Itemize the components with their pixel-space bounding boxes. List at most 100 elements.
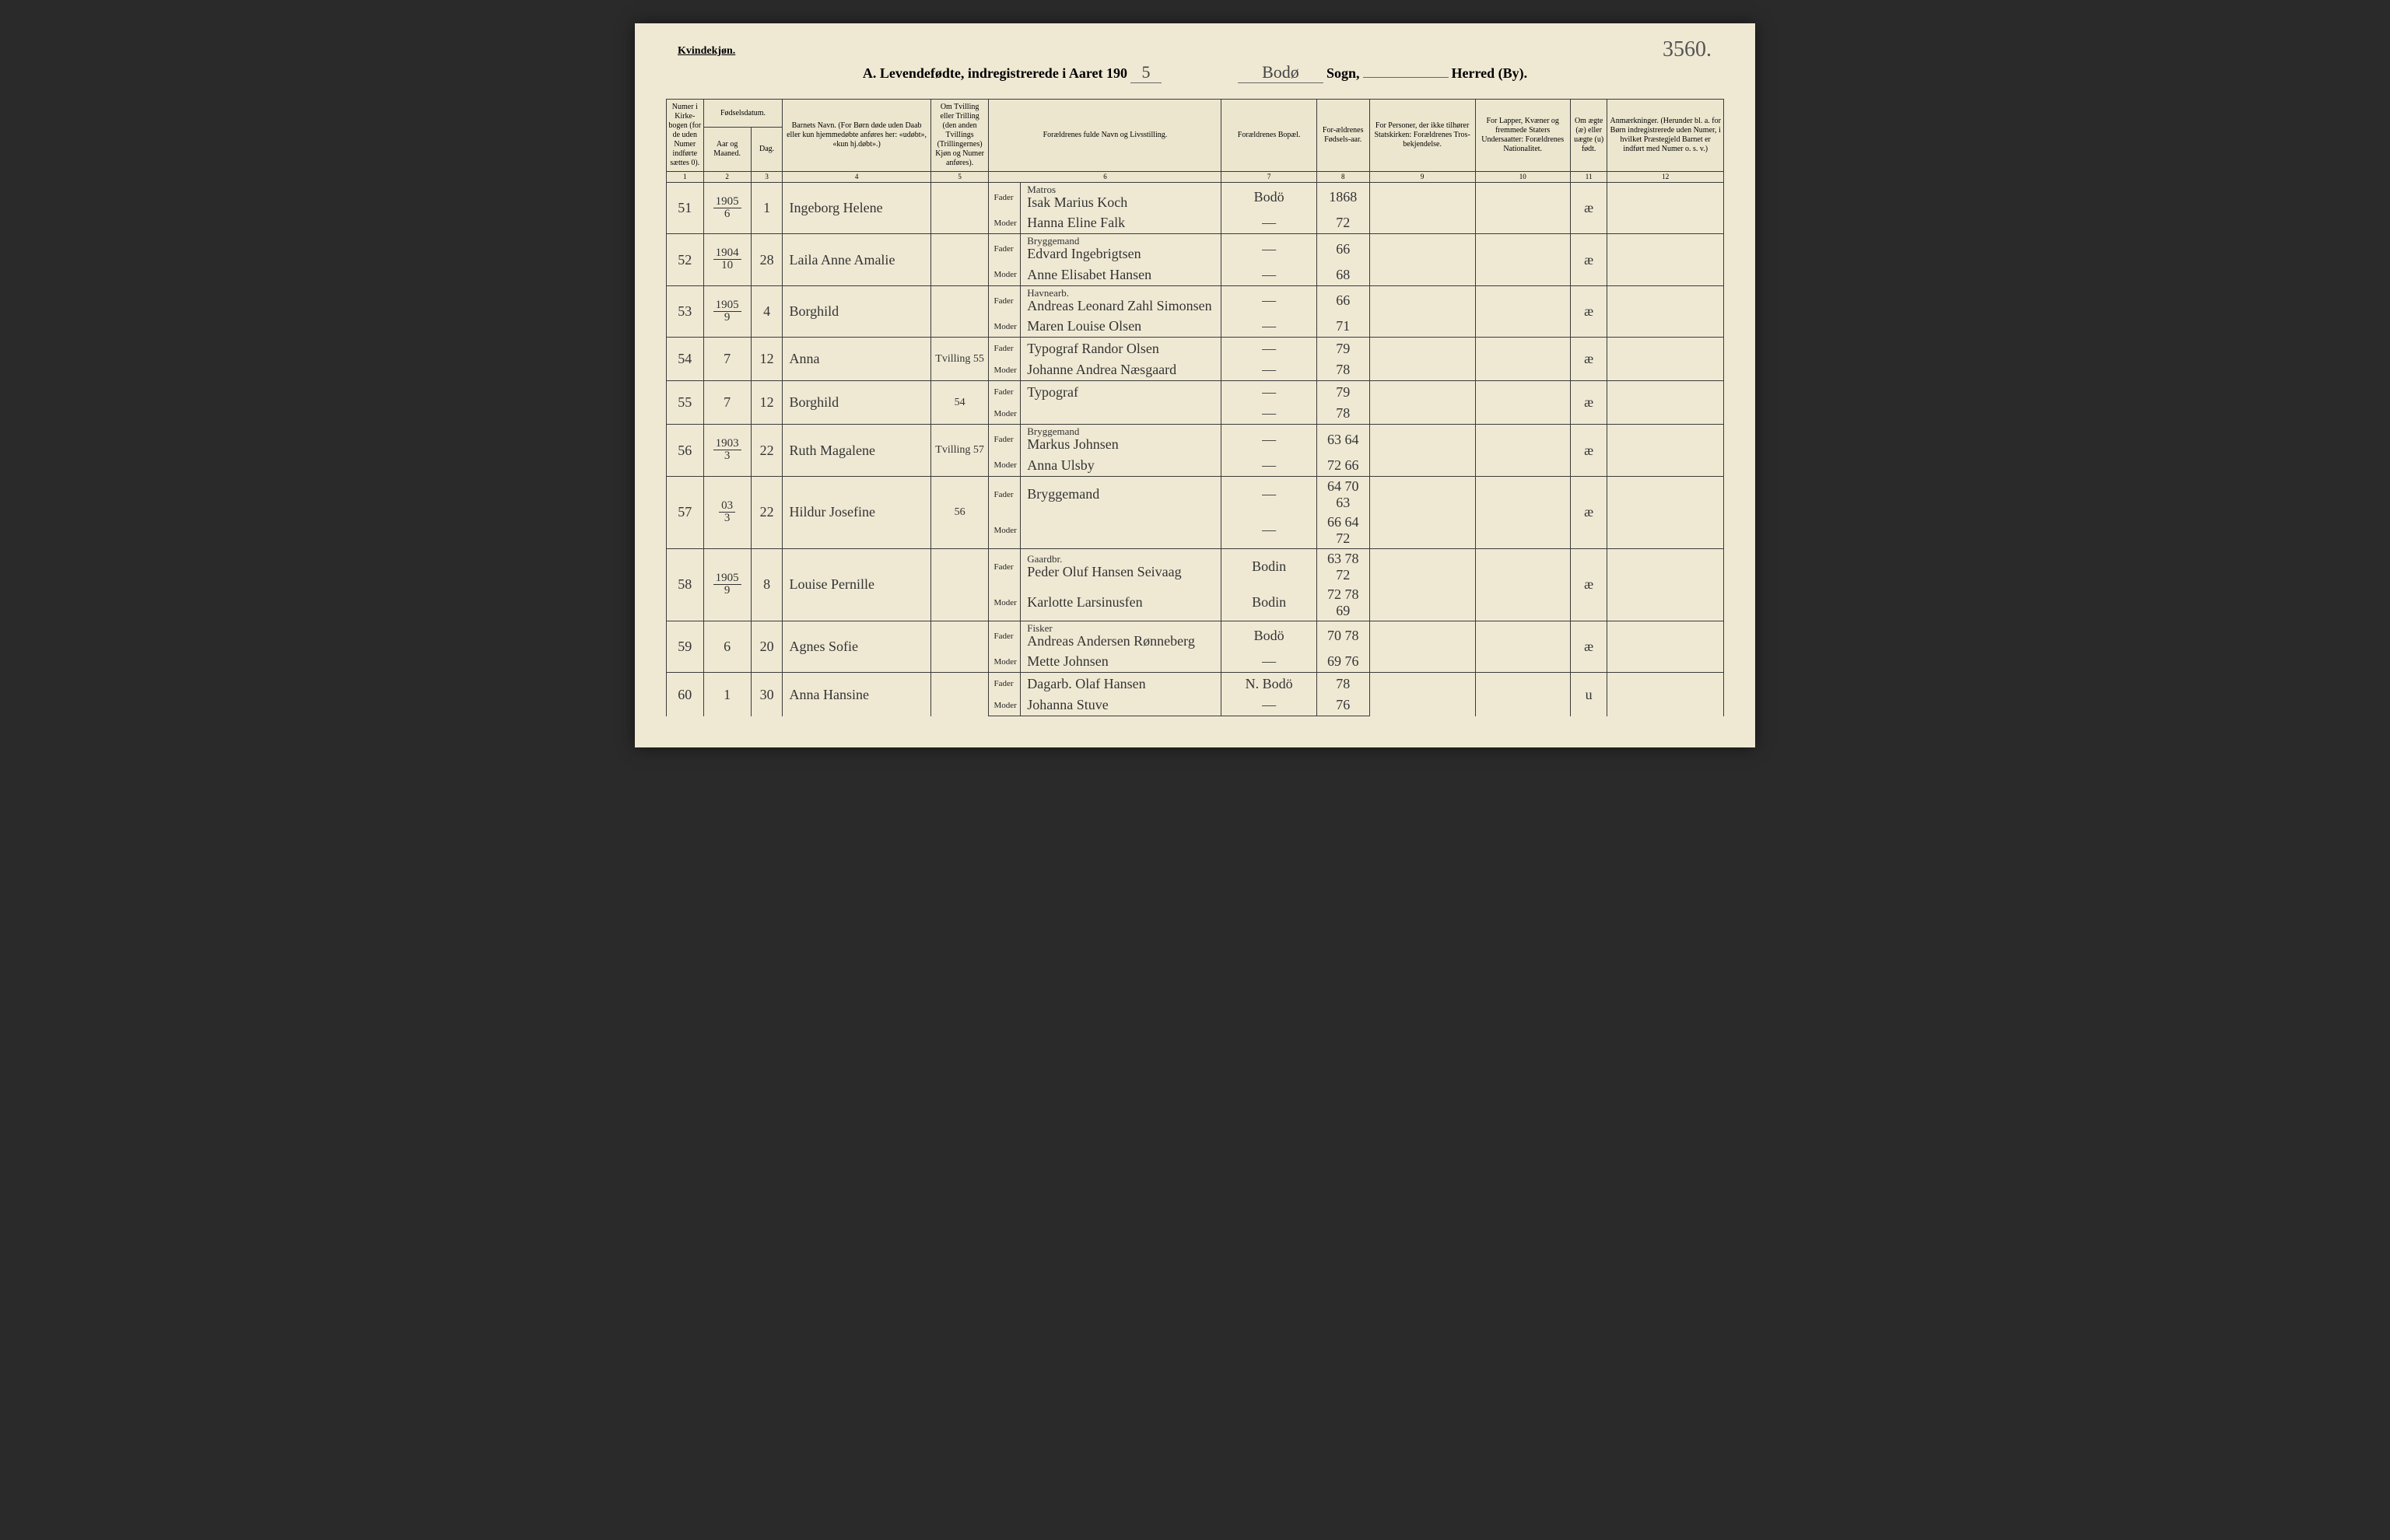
hdr-12: Anmærkninger. (Herunder bl. a. for Børn … bbox=[1607, 100, 1724, 172]
entry-number: 56 bbox=[667, 425, 704, 477]
moder-label: Moder bbox=[989, 454, 1021, 476]
twin-note: 56 bbox=[930, 476, 989, 548]
gender-label: Kvindekjøn. bbox=[678, 45, 735, 58]
herred-label: Herred (By). bbox=[1452, 65, 1528, 82]
table-row: 51190561Ingeborg HeleneFaderMatrosIsak M… bbox=[667, 182, 1724, 212]
table-row: 5219041028Laila Anne AmalieFaderBryggema… bbox=[667, 234, 1724, 264]
birthyear-m: 68 bbox=[1316, 264, 1369, 285]
hdr-2: Aar og Maaned. bbox=[703, 128, 751, 172]
table-row: 53190594BorghildFaderHavnearb.Andreas Le… bbox=[667, 285, 1724, 316]
moder-label: Moder bbox=[989, 212, 1021, 234]
religion bbox=[1369, 381, 1475, 425]
legitimacy: æ bbox=[1570, 548, 1607, 621]
father-name: Bryggemand bbox=[1021, 476, 1221, 513]
remarks bbox=[1607, 548, 1724, 621]
day: 30 bbox=[751, 673, 783, 716]
birthyear-m: 78 bbox=[1316, 359, 1369, 381]
fader-label: Fader bbox=[989, 381, 1021, 403]
coln-7: 7 bbox=[1221, 172, 1316, 183]
fader-label: Fader bbox=[989, 548, 1021, 585]
table-row: 55712Borghild54FaderTypograf—79æ bbox=[667, 381, 1724, 403]
child-name: Agnes Sofie bbox=[783, 621, 930, 673]
child-name: Borghild bbox=[783, 285, 930, 338]
hdr-11: Om ægte (æ) eller uægte (u) født. bbox=[1570, 100, 1607, 172]
twin-note: Tvilling 55 bbox=[930, 338, 989, 381]
religion bbox=[1369, 476, 1475, 548]
year-month: 6 bbox=[703, 621, 751, 673]
birthyear-m: 72 78 69 bbox=[1316, 585, 1369, 621]
day: 4 bbox=[751, 285, 783, 338]
nationality bbox=[1475, 381, 1570, 425]
legitimacy: æ bbox=[1570, 285, 1607, 338]
table-row: 54712AnnaTvilling 55FaderTypograf Randor… bbox=[667, 338, 1724, 359]
nationality bbox=[1475, 285, 1570, 338]
coln-3: 3 bbox=[751, 172, 783, 183]
hdr-4: Barnets Navn. (For Børn døde uden Daab e… bbox=[783, 100, 930, 172]
residence-m: — bbox=[1221, 651, 1316, 673]
residence-m: — bbox=[1221, 212, 1316, 234]
year-month: 19059 bbox=[703, 285, 751, 338]
legitimacy: æ bbox=[1570, 338, 1607, 381]
coln-2: 2 bbox=[703, 172, 751, 183]
fader-label: Fader bbox=[989, 673, 1021, 695]
nationality bbox=[1475, 548, 1570, 621]
entry-number: 51 bbox=[667, 182, 704, 234]
religion bbox=[1369, 285, 1475, 338]
birthyear-f: 66 bbox=[1316, 285, 1369, 316]
religion bbox=[1369, 182, 1475, 234]
day: 12 bbox=[751, 338, 783, 381]
remarks bbox=[1607, 381, 1724, 425]
hdr-3: Dag. bbox=[751, 128, 783, 172]
day: 28 bbox=[751, 234, 783, 286]
father-name: BryggemandEdvard Ingebrigtsen bbox=[1021, 234, 1221, 264]
table-row: 5703322Hildur Josefine56FaderBryggemand—… bbox=[667, 476, 1724, 513]
remarks bbox=[1607, 476, 1724, 548]
residence-f: Bodin bbox=[1221, 548, 1316, 585]
residence-f: Bodö bbox=[1221, 182, 1316, 212]
hdr-10: For Lapper, Kvæner og fremmede Staters U… bbox=[1475, 100, 1570, 172]
residence-f: N. Bodö bbox=[1221, 673, 1316, 695]
hdr-6: Forældrenes fulde Navn og Livsstilling. bbox=[989, 100, 1221, 172]
fader-label: Fader bbox=[989, 234, 1021, 264]
coln-1: 1 bbox=[667, 172, 704, 183]
father-name: Typograf bbox=[1021, 381, 1221, 403]
year-month: 7 bbox=[703, 338, 751, 381]
year-month: 190410 bbox=[703, 234, 751, 286]
father-name: Dagarb. Olaf Hansen bbox=[1021, 673, 1221, 695]
moder-label: Moder bbox=[989, 695, 1021, 716]
table-row: 561903322Ruth MagaleneTvilling 57FaderBr… bbox=[667, 425, 1724, 455]
day: 22 bbox=[751, 425, 783, 477]
entry-number: 54 bbox=[667, 338, 704, 381]
birthyear-f: 63 78 72 bbox=[1316, 548, 1369, 585]
year-month: 033 bbox=[703, 476, 751, 548]
remarks bbox=[1607, 234, 1724, 286]
moder-label: Moder bbox=[989, 316, 1021, 338]
ledger-page: Kvindekjøn. 3560. A. Levendefødte, indre… bbox=[635, 23, 1755, 747]
coln-5: 5 bbox=[930, 172, 989, 183]
nationality bbox=[1475, 621, 1570, 673]
coln-9: 9 bbox=[1369, 172, 1475, 183]
twin-note bbox=[930, 548, 989, 621]
fader-label: Fader bbox=[989, 182, 1021, 212]
sogn-label: Sogn, bbox=[1326, 65, 1360, 82]
remarks bbox=[1607, 338, 1724, 381]
legitimacy: æ bbox=[1570, 621, 1607, 673]
page-number: 3560. bbox=[1663, 37, 1712, 62]
fader-label: Fader bbox=[989, 621, 1021, 651]
nationality bbox=[1475, 182, 1570, 234]
mother-name: Johanne Andrea Næsgaard bbox=[1021, 359, 1221, 381]
residence-f: Bodö bbox=[1221, 621, 1316, 651]
mother-name: Anna Ulsby bbox=[1021, 454, 1221, 476]
table-header: Numer i Kirke-bogen (for de uden Numer i… bbox=[667, 100, 1724, 183]
mother-name: Karlotte Larsinusfen bbox=[1021, 585, 1221, 621]
birthyear-m: 66 64 72 bbox=[1316, 513, 1369, 549]
moder-label: Moder bbox=[989, 651, 1021, 673]
day: 20 bbox=[751, 621, 783, 673]
hdr-9: For Personer, der ikke tilhører Statskir… bbox=[1369, 100, 1475, 172]
moder-label: Moder bbox=[989, 264, 1021, 285]
entry-number: 60 bbox=[667, 673, 704, 716]
residence-f: — bbox=[1221, 476, 1316, 513]
residence-m: — bbox=[1221, 264, 1316, 285]
mother-name: Johanna Stuve bbox=[1021, 695, 1221, 716]
birthyear-f: 70 78 bbox=[1316, 621, 1369, 651]
